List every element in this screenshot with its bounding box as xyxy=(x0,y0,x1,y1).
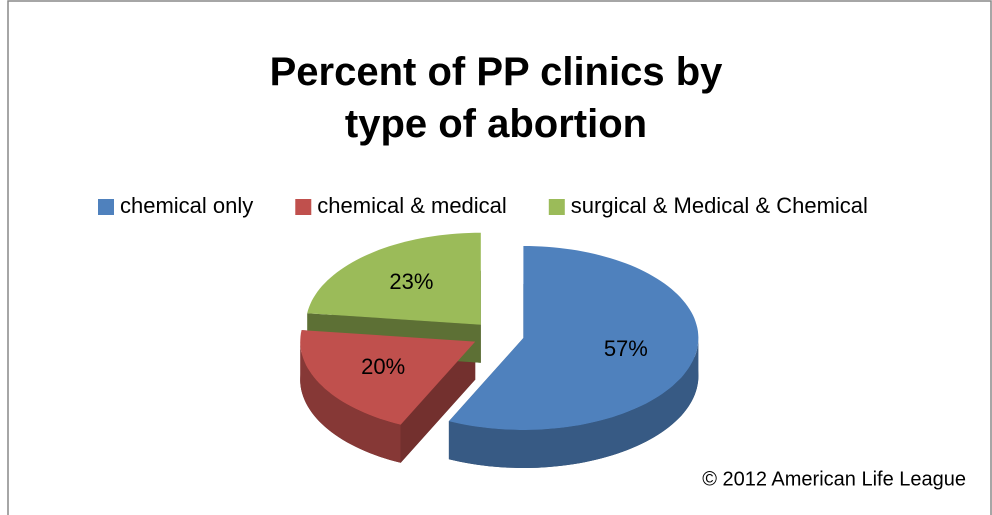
data-label: 23% xyxy=(389,269,433,294)
legend-swatch xyxy=(548,199,565,215)
chart-title: Percent of PP clinics by type of abortio… xyxy=(269,50,723,146)
legend-label: chemical & medical xyxy=(317,193,507,218)
legend-label: chemical only xyxy=(120,193,253,218)
legend-swatch xyxy=(295,199,312,215)
slice-side xyxy=(300,341,401,463)
data-label: 57% xyxy=(604,336,648,361)
slice-side xyxy=(448,338,699,468)
chart-frame xyxy=(7,0,992,515)
annotation: © 2012 American Life League xyxy=(702,468,966,490)
pie-slice xyxy=(300,330,476,425)
legend-swatch xyxy=(98,199,114,215)
pie-slice xyxy=(448,246,699,430)
pie-slice xyxy=(307,232,481,325)
data-label: 20% xyxy=(361,354,405,379)
legend-label: surgical & Medical & Chemical xyxy=(571,193,868,218)
